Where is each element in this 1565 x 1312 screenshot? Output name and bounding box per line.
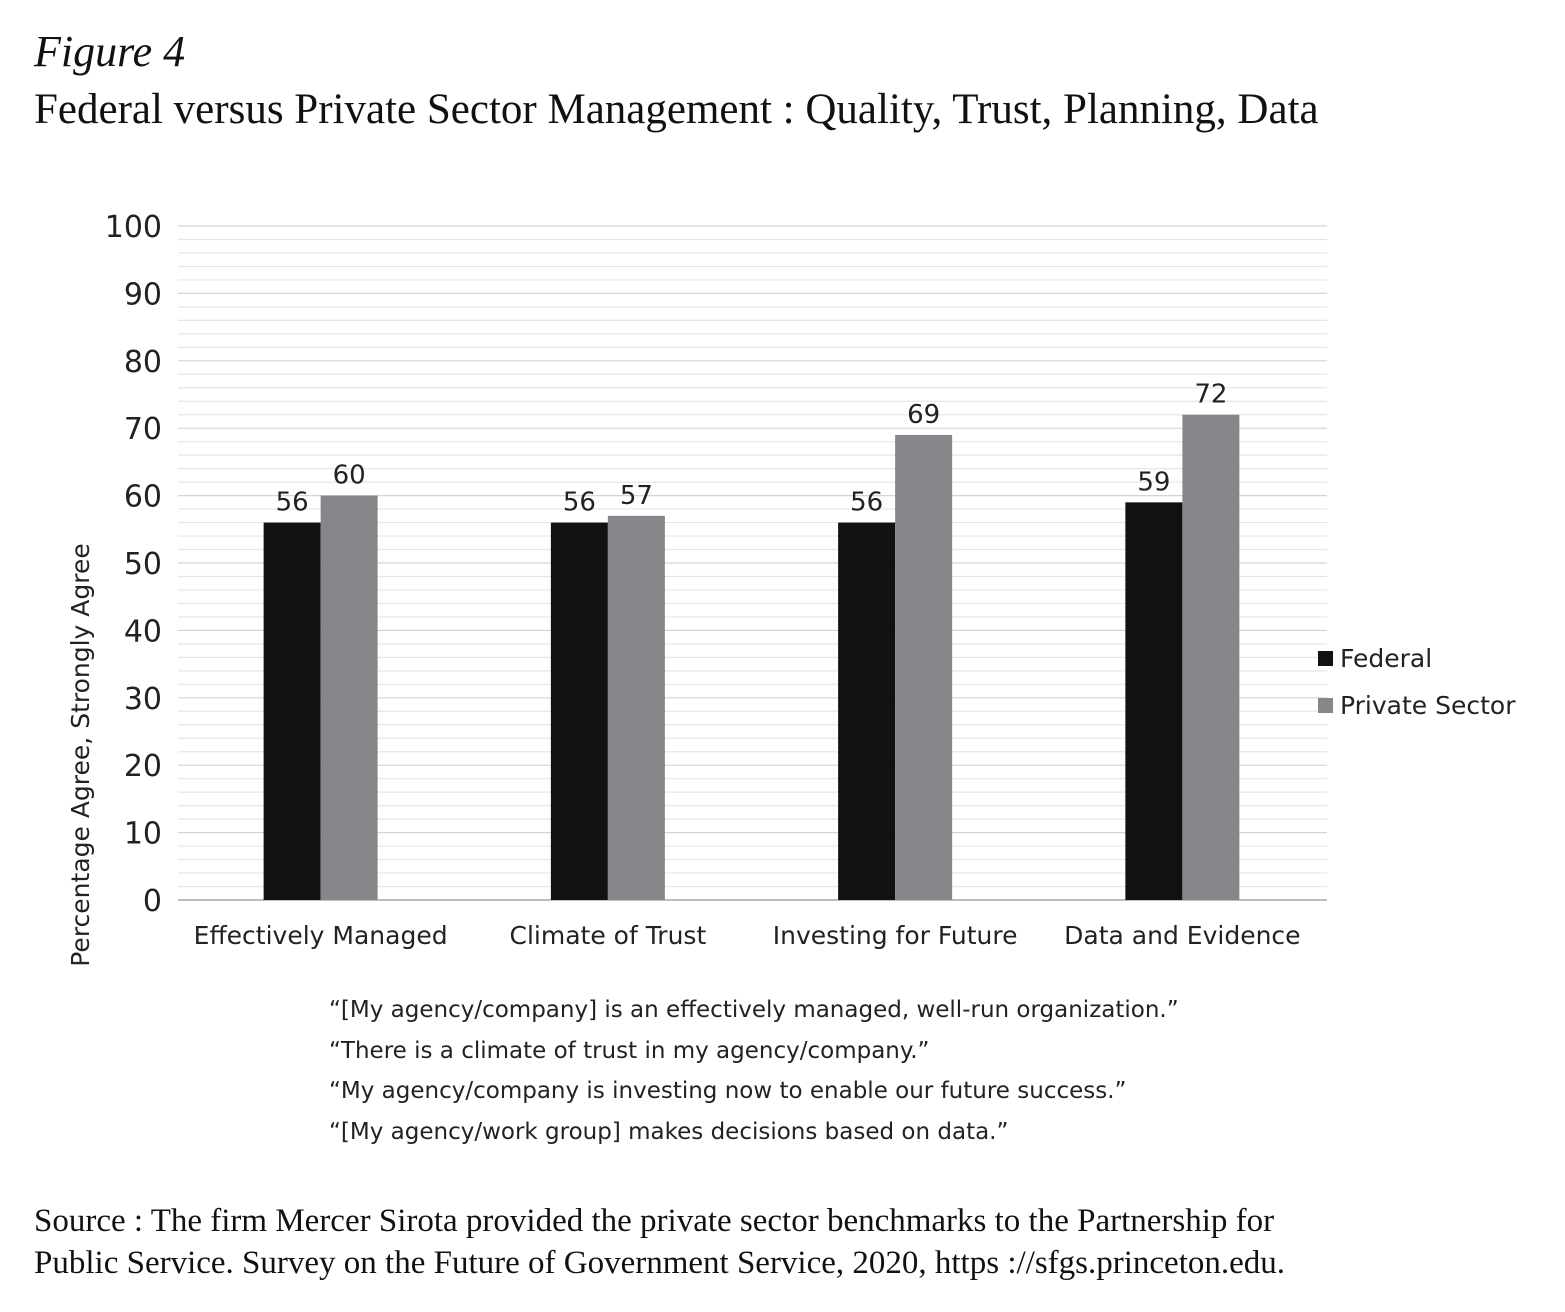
quote-2: “There is a climate of trust in my agenc… xyxy=(329,1037,930,1064)
x-tick-label: Climate of Trust xyxy=(510,921,707,950)
bar-federal xyxy=(263,522,321,900)
chart-title: Federal versus Private Sector Management… xyxy=(34,86,1319,133)
bars xyxy=(263,414,1240,900)
data-label: 56 xyxy=(563,488,596,518)
source-line-2: Public Service. Survey on the Future of … xyxy=(34,1245,1286,1281)
source-note: Source : The firm Mercer Sirota provided… xyxy=(34,1200,1285,1284)
source-line-1: Source : The firm Mercer Sirota provided… xyxy=(34,1203,1275,1239)
figure-label: Figure 4 xyxy=(34,27,186,76)
data-label: 56 xyxy=(276,488,309,518)
bar-private-sector xyxy=(895,434,953,900)
legend-label: Private Sector xyxy=(1340,691,1516,720)
y-tick-label: 80 xyxy=(124,345,162,380)
y-tick-label: 20 xyxy=(124,749,162,784)
y-tick-label: 10 xyxy=(124,817,162,852)
survey-quotes: “[My agency/company] is an effectively m… xyxy=(329,990,1179,1152)
legend-swatch xyxy=(1318,698,1333,713)
bar-private-sector xyxy=(320,495,378,900)
data-labels: 56 60 56 57 56 69 59 72 xyxy=(276,380,1228,518)
legend-swatch xyxy=(1318,651,1333,666)
data-label: 57 xyxy=(620,481,653,511)
x-axis-ticks: Effectively Managed Climate of Trust Inves… xyxy=(194,921,1301,950)
legend: Federal Private Sector xyxy=(1318,644,1516,720)
y-tick-label: 100 xyxy=(105,210,162,245)
y-tick-label: 50 xyxy=(124,547,162,582)
y-tick-label: 30 xyxy=(124,682,162,717)
y-tick-label: 90 xyxy=(124,277,162,312)
x-tick-label: Investing for Future xyxy=(773,921,1018,950)
quote-3: “My agency/company is investing now to e… xyxy=(329,1078,1127,1104)
bar-private-sector xyxy=(607,515,665,900)
data-label: 60 xyxy=(333,461,366,491)
y-tick-label: 70 xyxy=(124,412,162,447)
bar-federal xyxy=(1125,502,1183,900)
data-label: 59 xyxy=(1137,467,1170,497)
x-tick-label: Data and Evidence xyxy=(1064,921,1300,950)
y-tick-label: 0 xyxy=(143,884,162,919)
quote-1: “[My agency/company] is an effectively m… xyxy=(329,997,1179,1023)
data-label: 56 xyxy=(850,488,883,518)
y-axis-label: Percentage Agree, Strongly Agree xyxy=(66,543,95,967)
legend-label: Federal xyxy=(1340,644,1432,673)
y-tick-label: 60 xyxy=(124,480,162,515)
x-tick-label: Effectively Managed xyxy=(194,921,448,950)
quote-4: “[My agency/work group] makes decisions … xyxy=(329,1118,1009,1145)
y-axis-ticks: 0 10 20 30 40 50 60 70 80 90 100 xyxy=(105,210,162,919)
bar-federal xyxy=(838,522,896,900)
data-label: 72 xyxy=(1194,380,1227,410)
data-label: 69 xyxy=(907,400,940,430)
bar-private-sector xyxy=(1182,414,1240,900)
bar-federal xyxy=(550,522,608,900)
y-tick-label: 40 xyxy=(124,614,162,649)
